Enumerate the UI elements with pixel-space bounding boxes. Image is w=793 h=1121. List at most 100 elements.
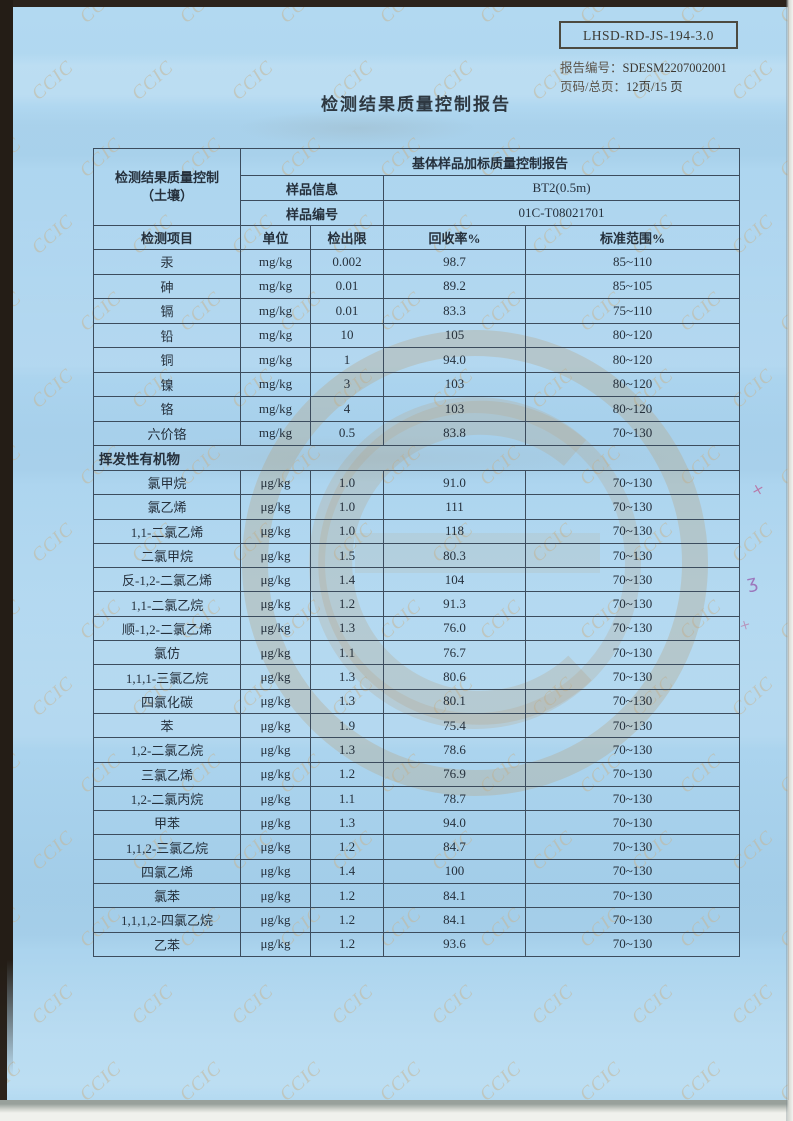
- table-cell: 六价铬: [93, 420, 241, 446]
- table-cell: μg/kg: [240, 834, 311, 860]
- sample-no-label: 样品编号: [240, 200, 384, 226]
- table-cell: 1,2-二氯丙烷: [93, 785, 241, 812]
- table-cell: 91.0: [383, 469, 526, 496]
- ccic-watermark-text: CCIC: [227, 980, 278, 1029]
- left-header-line2: （土壤）: [140, 188, 193, 203]
- table-cell: 98.7: [383, 249, 526, 275]
- ccic-watermark-text: CCIC: [527, 980, 578, 1029]
- table-cell: 1.2: [310, 834, 384, 860]
- table-cell: 80.1: [383, 688, 526, 714]
- table-row: 砷 mg/kg 0.01 89.2 85~105: [93, 273, 741, 299]
- table-cell: μg/kg: [240, 518, 311, 544]
- table-cell: μg/kg: [240, 542, 311, 569]
- table-cell: 1.3: [310, 810, 384, 836]
- table-cell: 85~105: [524, 273, 741, 299]
- table-row: 1,2-二氯丙烷 μg/kg 1.1 78.7 70~130: [93, 785, 741, 812]
- group-header-cell: 基体样品加标质量控制报告: [239, 148, 741, 176]
- table-cell: 80~120: [524, 322, 741, 348]
- table-cell: μg/kg: [240, 810, 311, 836]
- table-cell: 1,1-二氯乙烯: [93, 518, 241, 544]
- table-cell: 氯乙烯: [93, 494, 241, 520]
- table-row: 四氯化碳 μg/kg 1.3 80.1 70~130: [93, 688, 741, 714]
- voc-section-label: 挥发性有机物: [92, 445, 741, 471]
- table-cell: μg/kg: [240, 761, 311, 787]
- table-row: 顺-1,2-二氯乙烯 μg/kg 1.3 76.0 70~130: [93, 615, 741, 642]
- table-cell: 94.0: [383, 347, 526, 373]
- table-row: 铜 mg/kg 1 94.0 80~120: [93, 347, 741, 373]
- table-cell: 84.7: [383, 834, 526, 860]
- table-cell: 93.6: [383, 931, 526, 957]
- ccic-watermark-text: CCIC: [176, 5, 227, 28]
- ccic-watermark-text: CCIC: [327, 980, 378, 1029]
- ccic-watermark-text: CCIC: [27, 518, 78, 567]
- table-cell: 76.7: [383, 640, 526, 666]
- table-cell: 70~130: [524, 858, 741, 885]
- scan-edge-right: [786, 0, 793, 1121]
- table-cell: 1.3: [310, 664, 384, 690]
- table-cell: 70~130: [524, 737, 741, 763]
- table-cell: 汞: [93, 249, 241, 275]
- ccic-watermark-text: CCIC: [675, 1057, 726, 1102]
- table-cell: 70~130: [524, 834, 741, 860]
- page-number-value: 12页/15 页: [625, 79, 683, 94]
- table-cell: 118: [383, 518, 526, 544]
- table-row: 氯乙烯 μg/kg 1.0 111 70~130: [93, 494, 741, 520]
- table-cell: 乙苯: [93, 931, 241, 957]
- table-cell: mg/kg: [240, 322, 311, 348]
- table-cell: 75~110: [524, 298, 741, 324]
- table-cell: 94.0: [383, 810, 526, 836]
- ccic-watermark-text: CCIC: [27, 364, 78, 413]
- table-row: 三氯乙烯 μg/kg 1.2 76.9 70~130: [93, 761, 741, 787]
- scan-edge-bottom: [0, 1100, 793, 1121]
- column-header: 单位: [240, 225, 311, 250]
- table-cell: μg/kg: [240, 712, 311, 739]
- table-cell: 80~120: [524, 371, 741, 397]
- report-meta: 报告编号：SDESM2207002001 页码/总页：12页/15 页: [560, 59, 727, 96]
- table-row: 乙苯 μg/kg 1.2 93.6 70~130: [93, 931, 741, 957]
- table-cell: 70~130: [524, 640, 741, 666]
- left-header-line1: 检测结果质量控制: [114, 170, 219, 185]
- table-cell: 1,1,1,2-四氯乙烷: [93, 907, 241, 933]
- ccic-watermark-text: CCIC: [127, 980, 178, 1029]
- table-row: 氯仿 μg/kg 1.1 76.7 70~130: [93, 640, 741, 666]
- table-cell: 氯仿: [93, 640, 241, 666]
- report-number-line: 报告编号：SDESM2207002001: [560, 59, 727, 78]
- table-cell: 1.2: [310, 931, 384, 957]
- table-cell: 104: [383, 567, 526, 593]
- table-cell: 苯: [93, 712, 241, 739]
- table-cell: 1.2: [310, 761, 384, 787]
- table-cell: 103: [383, 371, 526, 397]
- ccic-watermark-text: CCIC: [427, 980, 478, 1029]
- table-cell: 砷: [93, 273, 241, 299]
- table-cell: 1.0: [310, 494, 384, 520]
- table-cell: 1.1: [310, 785, 384, 812]
- table-row: 铬 mg/kg 4 103 80~120: [93, 396, 741, 422]
- table-cell: 1.5: [310, 542, 384, 569]
- table-cell: 1,2-二氯乙烷: [93, 737, 241, 763]
- table-cell: 70~130: [524, 420, 741, 446]
- table-cell: 1.2: [310, 883, 384, 909]
- table-cell: 76.0: [383, 615, 526, 642]
- table-cell: 1.4: [310, 567, 384, 593]
- table-cell: 70~130: [524, 542, 741, 569]
- column-header: 标准范围%: [524, 225, 741, 250]
- table-row: 1,1-二氯乙烯 μg/kg 1.0 118 70~130: [93, 518, 741, 544]
- table-cell: 70~130: [524, 688, 741, 714]
- table-cell: mg/kg: [240, 420, 311, 446]
- ccic-watermark-text: CCIC: [376, 5, 427, 28]
- table-cell: 1.4: [310, 858, 384, 885]
- table-cell: 镍: [93, 371, 241, 397]
- ccic-watermark-text: CCIC: [27, 56, 78, 105]
- table-cell: 0.01: [310, 273, 384, 299]
- page-title: 检测结果质量控制报告: [321, 95, 511, 114]
- table-row-sample-no: 样品编号 01C-T08021701: [94, 200, 741, 226]
- ccic-watermark-text: CCIC: [727, 980, 778, 1029]
- table-cell: μg/kg: [240, 907, 311, 933]
- table-cell: mg/kg: [240, 396, 311, 422]
- ccic-watermark-text: CCIC: [475, 1057, 526, 1102]
- table-cell: 氯甲烷: [93, 469, 241, 496]
- table-cell: 78.7: [383, 785, 526, 812]
- table-cell: 三氯乙烯: [93, 761, 241, 787]
- table-row-group-header: 检测结果质量控制 （土壤） 基体样品加标质量控制报告: [93, 148, 741, 226]
- table-cell: μg/kg: [240, 640, 311, 666]
